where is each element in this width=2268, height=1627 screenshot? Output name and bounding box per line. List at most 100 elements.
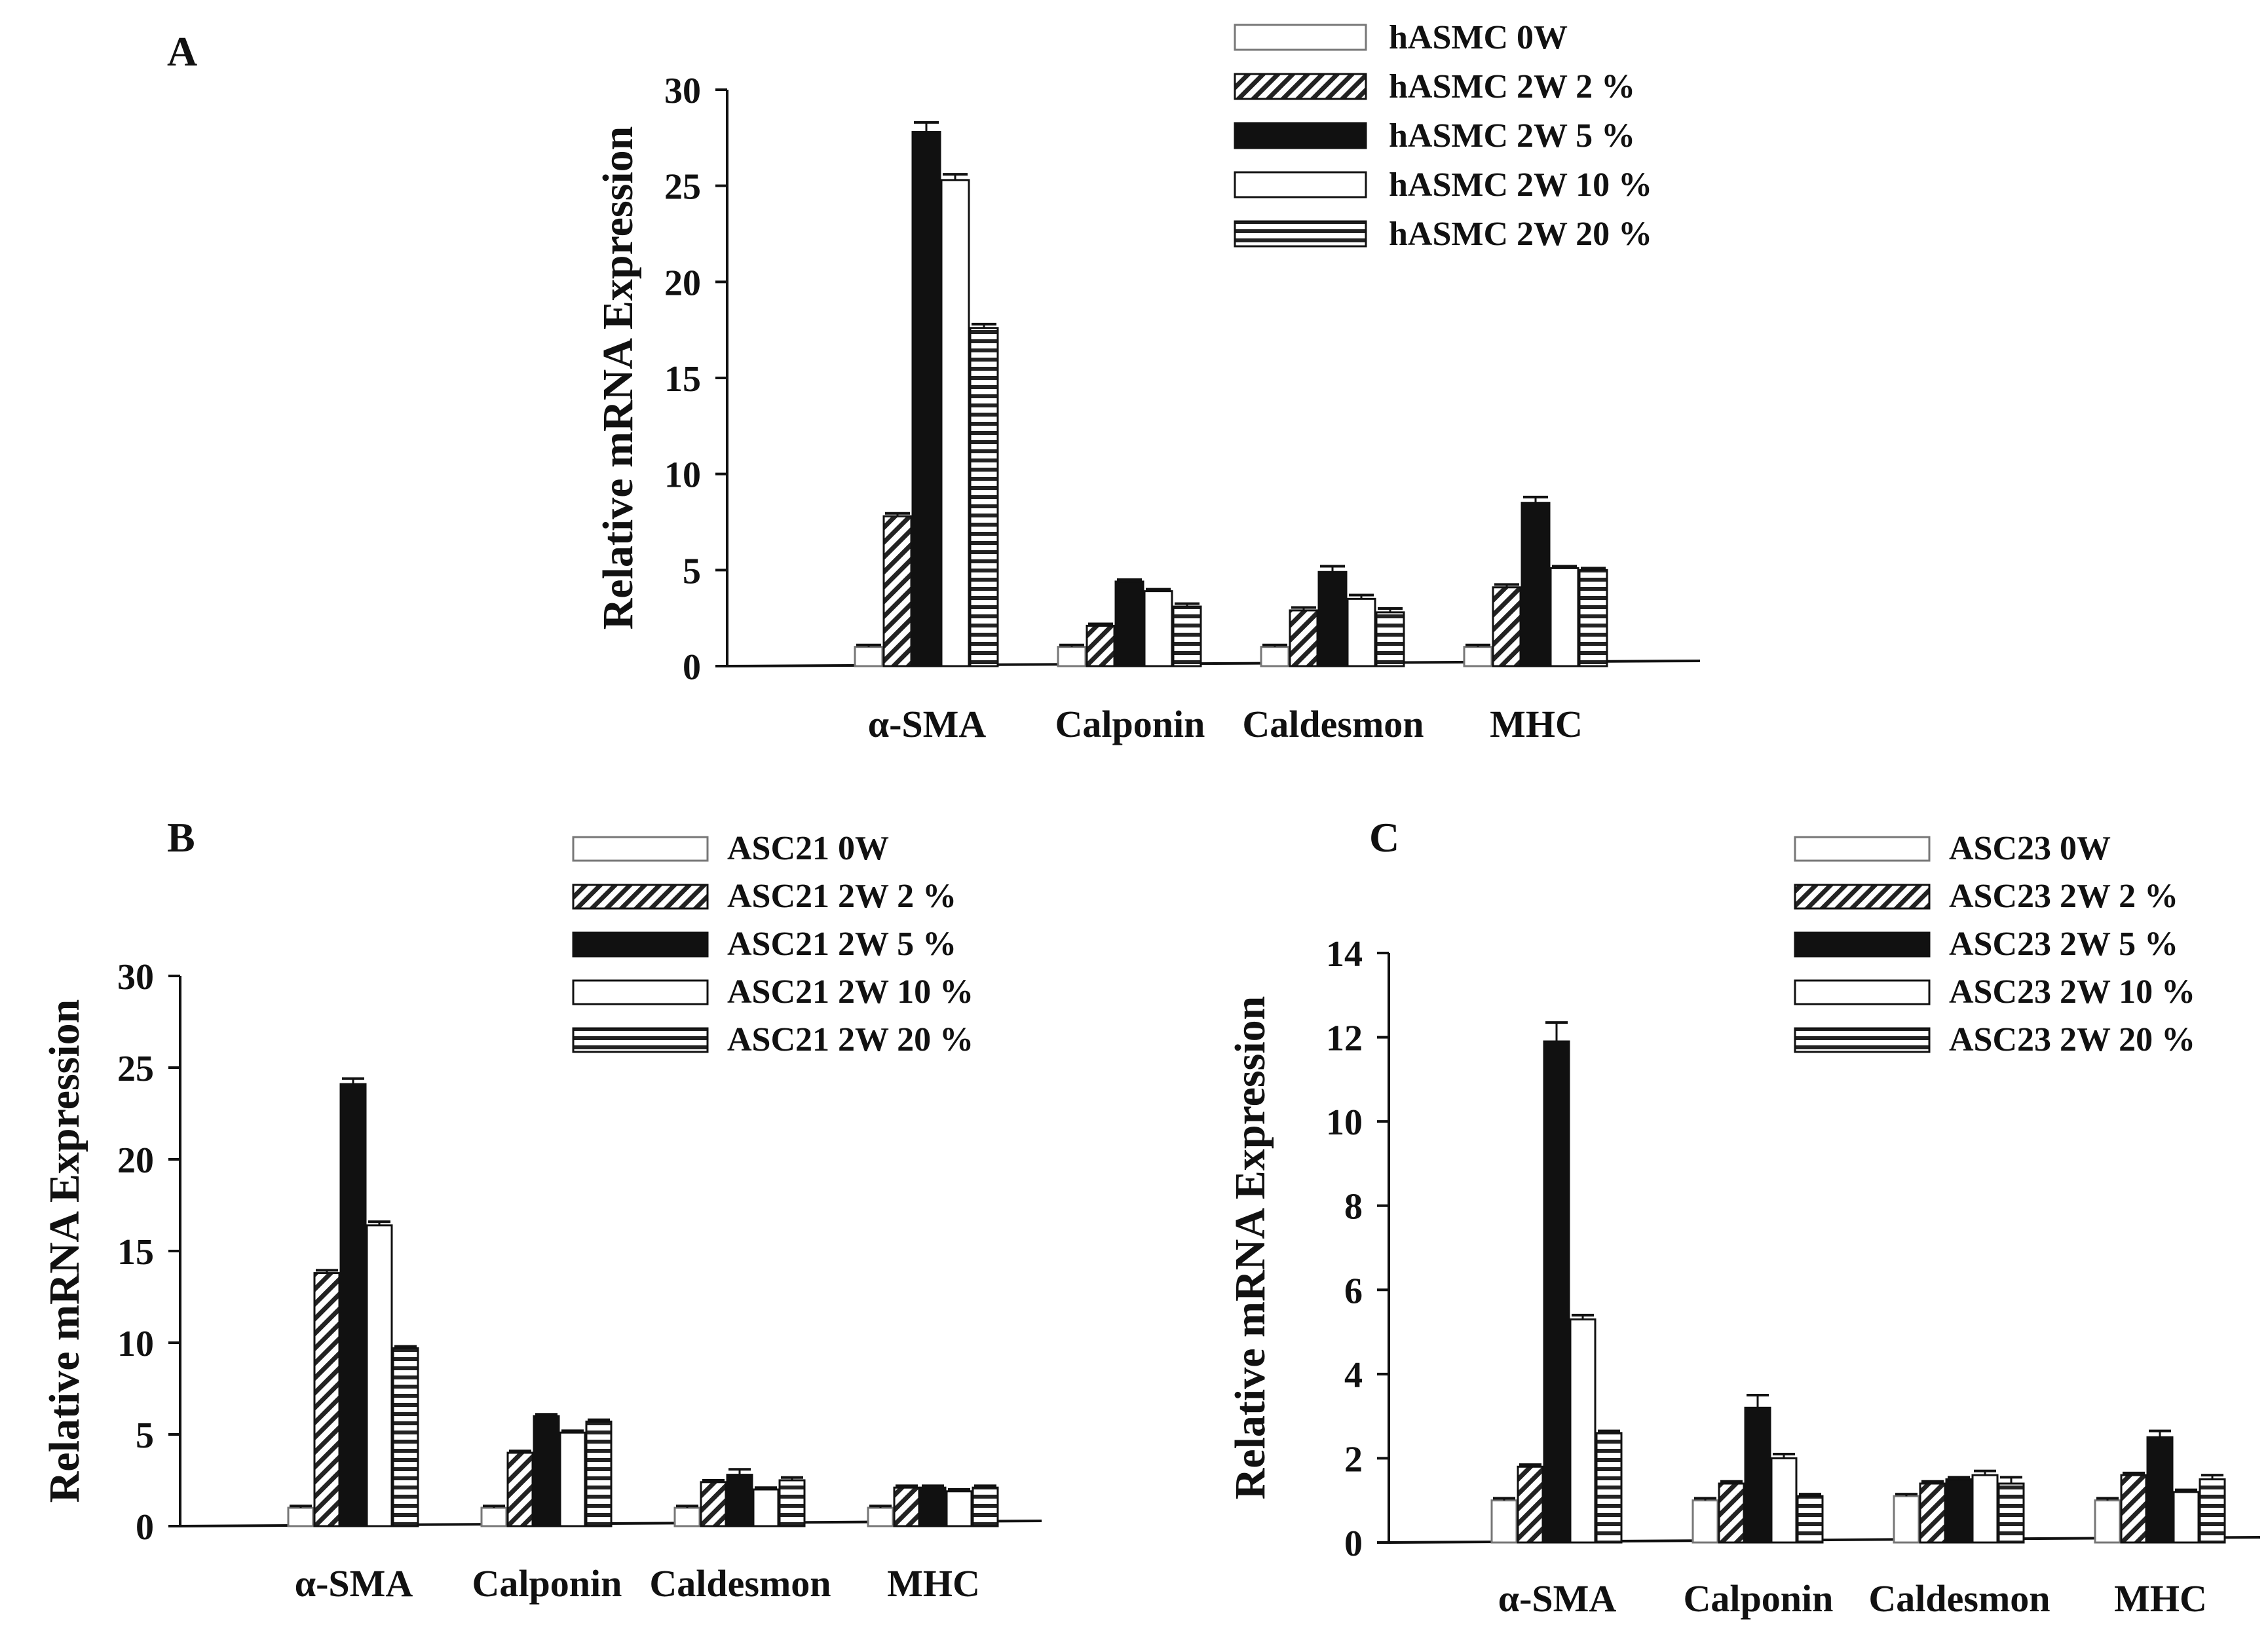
bar (1595, 1432, 1623, 1544)
bar (1521, 502, 1551, 667)
legend-swatch (1234, 73, 1367, 100)
panel-letter: A (167, 28, 197, 75)
bar (506, 1451, 534, 1527)
category-label: MHC (2114, 1577, 2207, 1620)
bar (1549, 567, 1579, 667)
bar (673, 1506, 701, 1527)
legend: hASMC 0W hASMC 2W 2 % hASMC 2W 5 % hASMC 2W… (1234, 19, 1652, 253)
legend-entry: ASC23 2W 10 % (1949, 973, 2195, 1011)
bar (854, 646, 884, 667)
bar (945, 1490, 973, 1527)
legend-entry: ASC21 2W 10 % (727, 973, 973, 1011)
bar (1718, 1482, 1745, 1544)
legend-entry: hASMC 2W 5 % (1389, 117, 1635, 155)
bar (726, 1474, 753, 1527)
bar (882, 515, 913, 667)
category-label: Calponin (472, 1562, 622, 1605)
category-label: α-SMA (1498, 1577, 1617, 1620)
bar (1346, 597, 1376, 667)
bar (2199, 1478, 2226, 1544)
bar (2120, 1474, 2147, 1544)
y-tick-label: 5 (136, 1415, 154, 1456)
bar (1317, 570, 1348, 667)
category-label: Calponin (1684, 1577, 1834, 1620)
bar (1578, 569, 1608, 667)
category-label: Caldesmon (1242, 703, 1424, 745)
bar (2172, 1491, 2200, 1544)
bar (585, 1420, 613, 1527)
legend-entry: hASMC 2W 2 % (1389, 68, 1635, 105)
y-tick-label: 14 (1326, 934, 1363, 975)
panel-letter: C (1369, 814, 1399, 861)
bar (911, 131, 941, 667)
y-tick-label: 0 (1344, 1524, 1363, 1564)
y-tick-label: 30 (117, 957, 154, 998)
legend-entry: hASMC 2W 10 % (1389, 166, 1652, 204)
legend-swatch (1234, 122, 1367, 149)
bar (339, 1083, 367, 1527)
legend-entry: ASC23 2W 5 % (1949, 926, 2178, 963)
y-tick-label: 10 (1326, 1102, 1363, 1143)
bar (1945, 1478, 1973, 1544)
y-tick-label: 25 (664, 167, 701, 208)
bar (940, 179, 970, 667)
bar (1692, 1499, 1719, 1544)
y-tick-label: 25 (117, 1049, 154, 1089)
legend-swatch (572, 979, 709, 1005)
bar (559, 1431, 586, 1527)
bar (1997, 1482, 2025, 1544)
bar (366, 1224, 393, 1527)
legend-entry: ASC21 2W 5 % (727, 926, 956, 963)
bar (1086, 624, 1116, 667)
legend: ASC21 0W ASC21 2W 2 % ASC21 2W 5 % ASC21 2W… (572, 830, 973, 1058)
bar (1770, 1457, 1798, 1544)
legend-swatch (1234, 24, 1367, 51)
bar (972, 1486, 999, 1527)
y-axis-label: Relative mRNA Expression (41, 1000, 88, 1503)
y-tick-label: 0 (136, 1507, 154, 1548)
legend-entry: ASC21 0W (727, 830, 889, 867)
y-axis-label: Relative mRNA Expression (594, 126, 642, 630)
bar (1490, 1499, 1518, 1544)
legend-swatch (572, 884, 709, 910)
bar (2146, 1436, 2174, 1544)
legend-swatch (572, 931, 709, 958)
legend-entry: hASMC 0W (1389, 19, 1568, 56)
legend-entry: ASC23 2W 2 % (1949, 878, 2178, 915)
category-label: Caldesmon (649, 1562, 831, 1605)
y-tick-label: 15 (117, 1232, 154, 1273)
legend-entry: ASC23 0W (1949, 830, 2111, 867)
bar (313, 1272, 341, 1527)
legend-swatch (1234, 171, 1367, 198)
bar (392, 1347, 419, 1527)
bar (1463, 646, 1493, 667)
bar (1971, 1474, 1999, 1544)
chart-panel-c: C Relative mRNA Expression 0 2 4 6 8 10 12 14 α-SM… (1226, 814, 2261, 1620)
bar (700, 1481, 727, 1527)
y-tick-label: 20 (664, 263, 701, 303)
bar (1143, 590, 1173, 667)
legend-entry: ASC21 2W 20 % (727, 1021, 973, 1058)
y-tick-label: 8 (1344, 1187, 1363, 1227)
y-tick-label: 10 (117, 1324, 154, 1364)
bar (480, 1506, 508, 1527)
bar (1260, 646, 1290, 667)
bar (969, 327, 999, 667)
bar (533, 1415, 560, 1527)
category-label: α-SMA (295, 1562, 413, 1605)
category-label: MHC (887, 1562, 980, 1605)
y-tick-label: 15 (664, 359, 701, 400)
legend-entry: hASMC 2W 20 % (1389, 215, 1652, 253)
legend-swatch (1794, 836, 1931, 862)
y-tick-label: 10 (664, 455, 701, 496)
legend-swatch (572, 1027, 709, 1053)
legend: ASC23 0W ASC23 2W 2 % ASC23 2W 5 % ASC23 2W… (1794, 830, 2195, 1058)
legend-swatch (1234, 220, 1367, 248)
bar (1796, 1495, 1824, 1544)
chart-panel-b: B Relative mRNA Expression 0 5 10 15 20 25 30 α-S… (41, 814, 1042, 1605)
bar (893, 1486, 920, 1527)
bar (1893, 1495, 1920, 1544)
y-tick-label: 20 (117, 1140, 154, 1181)
bar (867, 1506, 894, 1527)
legend-entry: ASC23 2W 20 % (1949, 1021, 2195, 1058)
